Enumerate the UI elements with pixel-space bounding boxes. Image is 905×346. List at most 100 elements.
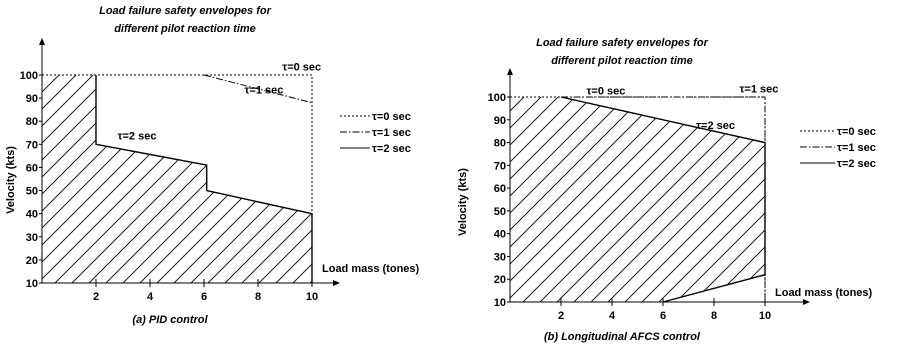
hatch-line bbox=[510, 97, 734, 302]
hatch-line bbox=[892, 7, 905, 307]
hatch-line bbox=[517, 97, 765, 302]
y-tick-label: 80 bbox=[494, 138, 506, 150]
chart-title-line: different pilot reaction time bbox=[551, 55, 693, 67]
hatch-line bbox=[875, 7, 905, 307]
x-tick-label: 2 bbox=[93, 291, 99, 303]
hatch-line bbox=[534, 97, 765, 302]
hatch-line bbox=[161, 7, 461, 307]
x-axis-arrow bbox=[803, 299, 810, 305]
hatch-line bbox=[185, 75, 312, 283]
legend-label: τ=2 sec bbox=[372, 143, 411, 155]
hatch-line bbox=[619, 97, 765, 302]
hatch-line bbox=[602, 97, 765, 302]
hatch-line bbox=[510, 97, 666, 302]
y-axis-arrow bbox=[507, 68, 513, 75]
hatch-line bbox=[585, 97, 765, 302]
x-tick-label: 2 bbox=[558, 310, 564, 322]
hatch-line bbox=[510, 97, 765, 302]
hatch-line bbox=[42, 75, 232, 283]
hatch-line bbox=[0, 0, 27, 288]
series-annotation: τ=1 sec bbox=[245, 84, 284, 96]
x-axis-label: Load mass (tones) bbox=[322, 263, 420, 275]
hatch-line bbox=[510, 97, 683, 302]
y-tick-label: 60 bbox=[494, 183, 506, 195]
x-tick-label: 4 bbox=[147, 291, 154, 303]
y-tick-label: 10 bbox=[26, 278, 38, 290]
series-annotation: τ=0 sec bbox=[282, 61, 321, 73]
hatch-line bbox=[510, 97, 765, 302]
series-line-tau1 bbox=[203, 74, 313, 104]
hatch-line bbox=[687, 97, 765, 302]
x-tick-label: 8 bbox=[255, 291, 261, 303]
hatch-line bbox=[755, 97, 765, 302]
y-axis-label: Velocity (kts) bbox=[457, 168, 469, 236]
y-tick-label: 30 bbox=[26, 232, 38, 244]
hatch-line bbox=[219, 75, 312, 283]
chart-title-line: Load failure safety envelopes for bbox=[536, 37, 708, 49]
hatch-line bbox=[42, 75, 113, 283]
hatch-line bbox=[653, 97, 765, 302]
y-tick-label: 100 bbox=[488, 92, 506, 104]
legend-label: τ=0 sec bbox=[837, 126, 876, 138]
hatch-line bbox=[0, 0, 10, 288]
safety-envelope-hatch bbox=[110, 7, 905, 307]
hatch-line bbox=[100, 75, 312, 283]
y-tick-label: 60 bbox=[26, 162, 38, 174]
chart-caption: (a) PID control bbox=[132, 314, 208, 326]
hatch-line bbox=[83, 75, 312, 283]
hatch-line bbox=[42, 75, 300, 283]
hatch-line bbox=[510, 97, 615, 302]
y-tick-label: 70 bbox=[26, 139, 38, 151]
hatch-line bbox=[168, 75, 312, 283]
x-axis-arrow bbox=[333, 280, 340, 286]
hatch-line bbox=[236, 75, 312, 283]
hatch-line bbox=[824, 7, 905, 307]
hatch-line bbox=[202, 75, 312, 283]
x-axis-label: Load mass (tones) bbox=[775, 287, 873, 299]
hatch-line bbox=[858, 7, 905, 307]
y-tick-label: 100 bbox=[20, 70, 38, 82]
hatch-line bbox=[510, 97, 717, 302]
hatch-line bbox=[510, 97, 700, 302]
hatch-line bbox=[178, 7, 478, 307]
hatch-line bbox=[253, 75, 312, 283]
hatch-line bbox=[66, 75, 312, 283]
chart-afcs-control: Load failure safety envelopes for differe… bbox=[110, 7, 905, 343]
hatch-line bbox=[568, 97, 765, 302]
hatch-line bbox=[127, 7, 427, 307]
hatch-line bbox=[42, 75, 215, 283]
y-tick-label: 80 bbox=[26, 116, 38, 128]
y-tick-label: 90 bbox=[494, 115, 506, 127]
hatch-line bbox=[551, 97, 765, 302]
hatch-line bbox=[790, 7, 905, 307]
legend-label: τ=2 sec bbox=[837, 158, 876, 170]
hatch-line bbox=[510, 97, 564, 302]
series-annotation: τ=1 sec bbox=[740, 83, 779, 95]
legend-label: τ=1 sec bbox=[837, 142, 876, 154]
y-tick-label: 20 bbox=[26, 255, 38, 267]
y-tick-label: 20 bbox=[494, 274, 506, 286]
hatch-line bbox=[704, 97, 765, 302]
hatch-line bbox=[42, 75, 198, 283]
hatch-line bbox=[42, 75, 312, 283]
hatch-line bbox=[49, 75, 312, 283]
hatch-line bbox=[510, 97, 751, 302]
series-line-tau2 bbox=[95, 75, 313, 283]
series-annotation: τ=2 sec bbox=[118, 131, 157, 143]
hatch-line bbox=[510, 97, 513, 302]
legend-label: τ=0 sec bbox=[372, 111, 411, 123]
hatch-line bbox=[42, 75, 312, 283]
hatch-line bbox=[42, 75, 147, 283]
x-tick-label: 10 bbox=[306, 291, 318, 303]
y-tick-label: 40 bbox=[494, 229, 506, 241]
hatch-line bbox=[195, 7, 495, 307]
x-tick-label: 6 bbox=[201, 291, 207, 303]
hatch-line bbox=[773, 7, 905, 307]
y-tick-label: 70 bbox=[494, 160, 506, 172]
chart-title-line: Load failure safety envelopes for bbox=[99, 5, 271, 17]
y-tick-label: 50 bbox=[26, 186, 38, 198]
hatch-line bbox=[110, 7, 410, 307]
hatch-line bbox=[807, 7, 905, 307]
y-tick-label: 40 bbox=[26, 209, 38, 221]
